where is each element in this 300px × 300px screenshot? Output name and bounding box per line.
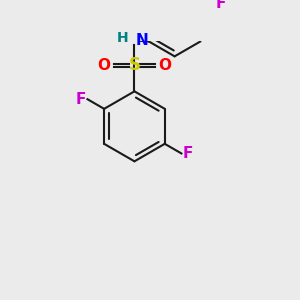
Text: O: O	[158, 58, 171, 73]
Text: O: O	[98, 58, 111, 73]
Text: H: H	[117, 31, 129, 45]
Text: N: N	[136, 33, 148, 48]
Text: F: F	[216, 0, 226, 11]
Text: F: F	[76, 92, 86, 107]
Text: S: S	[128, 56, 140, 74]
Text: F: F	[183, 146, 193, 161]
